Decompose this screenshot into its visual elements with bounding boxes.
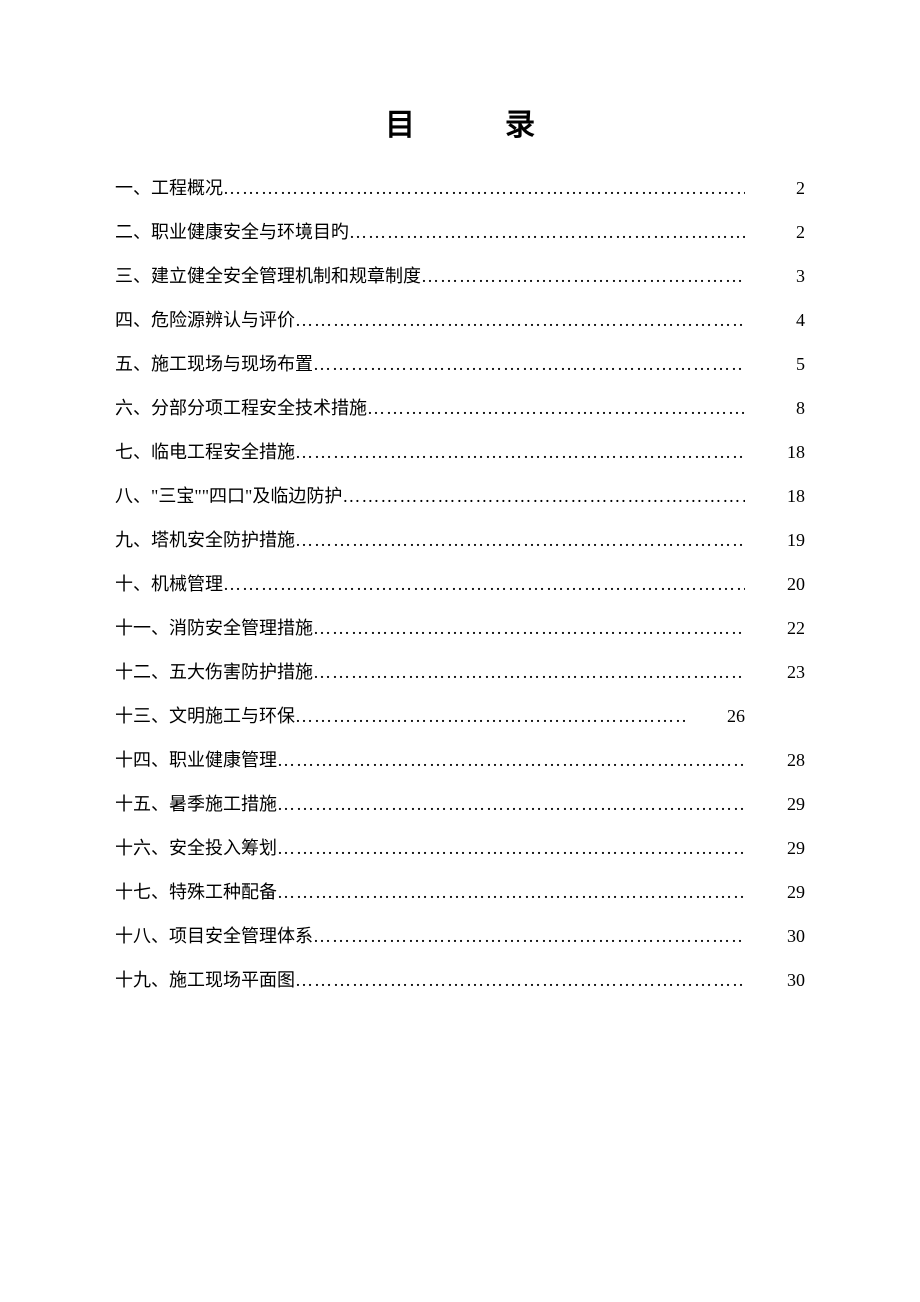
toc-entry-label: 十六、安全投入筹划 <box>115 834 277 860</box>
toc-leader-dots: …………………………………………………………………………………………………………… <box>277 838 745 859</box>
toc-entry-label: 七、临电工程安全措施 <box>115 438 295 464</box>
toc-row: 十六、安全投入筹划…………………………………………………………………………………… <box>115 834 805 878</box>
toc-leader-dots: …………………………………………………………………………………………………………… <box>295 310 745 331</box>
toc-leader-dots: …………………………………………………………………………………………………………… <box>277 794 745 815</box>
toc-page-number: 2 <box>745 178 805 199</box>
toc-page-number: 29 <box>745 794 805 815</box>
toc-page-number: 30 <box>745 970 805 991</box>
toc-entry-label: 十三、文明施工与环保 <box>115 702 295 728</box>
toc-entry-label: 十九、施工现场平面图 <box>115 966 295 992</box>
toc-entry-label: 三、建立健全安全管理机制和规章制度 <box>115 262 421 288</box>
toc-entry-label: 一、工程概况 <box>115 174 223 200</box>
toc-leader-dots: …………………………………………………………………………………………………………… <box>223 574 745 595</box>
toc-page-number: 4 <box>745 310 805 331</box>
toc-row: 九、塔机安全防护措施………………………………………………………………………………… <box>115 526 805 570</box>
toc-page-number: 8 <box>745 398 805 419</box>
toc-title: 目 录 <box>115 100 805 144</box>
toc-entry-label: 十四、职业健康管理 <box>115 746 277 772</box>
toc-row: 十二、五大伤害防护措施……………………………………………………………………………… <box>115 658 805 702</box>
toc-row: 十三、文明施工与环保………………………………………………………………………………… <box>115 702 805 746</box>
toc-entry-label: 十、机械管理 <box>115 570 223 596</box>
toc-entry-label: 十一、消防安全管理措施 <box>115 614 313 640</box>
toc-row: 十八、项目安全管理体系……………………………………………………………………………… <box>115 922 805 966</box>
toc-entry-label: 四、危险源辨认与评价 <box>115 306 295 332</box>
toc-page-number: 19 <box>745 530 805 551</box>
toc-leader-dots: …………………………………………………………………………………………………………… <box>277 750 745 771</box>
toc-page-number: 18 <box>745 486 805 507</box>
toc-row: 一、工程概况…………………………………………………………………………………………… <box>115 174 805 218</box>
toc-row: 十九、施工现场平面图………………………………………………………………………………… <box>115 966 805 1010</box>
toc-leader-dots: …………………………………………………………………………………………………………… <box>223 178 745 199</box>
toc-page-number: 29 <box>745 838 805 859</box>
toc-page-number: 30 <box>745 926 805 947</box>
toc-leader-dots: …………………………………………………………………………………………………………… <box>295 706 685 727</box>
toc-page-number: 28 <box>745 750 805 771</box>
toc-entry-label: 九、塔机安全防护措施 <box>115 526 295 552</box>
toc-page-number: 26 <box>715 706 745 727</box>
toc-entry-label: 十七、特殊工种配备 <box>115 878 277 904</box>
toc-row: 十一、消防安全管理措施……………………………………………………………………………… <box>115 614 805 658</box>
toc-leader-dots: …………………………………………………………………………………………………………… <box>313 618 745 639</box>
toc-leader-dots: …………………………………………………………………………………………………………… <box>295 970 745 991</box>
toc-page-number: 29 <box>745 882 805 903</box>
toc-row: 十五、暑季施工措施…………………………………………………………………………………… <box>115 790 805 834</box>
toc-leader-dots: …………………………………………………………………………………………………………… <box>277 882 745 903</box>
toc-leader-dots: …………………………………………………………………………………………………………… <box>342 486 745 507</box>
toc-page-number: 18 <box>745 442 805 463</box>
toc-page-number: 23 <box>745 662 805 683</box>
toc-leader-dots: …………………………………………………………………………………………………………… <box>295 442 745 463</box>
toc-row: 十四、职业健康管理…………………………………………………………………………………… <box>115 746 805 790</box>
toc-leader-dots: …………………………………………………………………………………………………………… <box>421 266 745 287</box>
toc-row: 四、危险源辨认与评价………………………………………………………………………………… <box>115 306 805 350</box>
toc-row: 二、职业健康安全与环境目旳………………………………………………………………………… <box>115 218 805 262</box>
toc-row: 五、施工现场与现场布置……………………………………………………………………………… <box>115 350 805 394</box>
toc-container: 一、工程概况…………………………………………………………………………………………… <box>115 174 805 1010</box>
toc-entry-label: 十二、五大伤害防护措施 <box>115 658 313 684</box>
toc-entry-label: 二、职业健康安全与环境目旳 <box>115 218 349 244</box>
toc-leader-dots: …………………………………………………………………………………………………………… <box>313 926 745 947</box>
toc-row: 八、"三宝""四口"及临边防护…………………………………………………………………… <box>115 482 805 526</box>
toc-leader-dots: …………………………………………………………………………………………………………… <box>313 662 745 683</box>
toc-row: 十、机械管理…………………………………………………………………………………………… <box>115 570 805 614</box>
toc-leader-dots: …………………………………………………………………………………………………………… <box>349 222 745 243</box>
toc-page-number: 20 <box>745 574 805 595</box>
toc-page-number: 5 <box>745 354 805 375</box>
toc-row: 三、建立健全安全管理机制和规章制度……………………………………………………………… <box>115 262 805 306</box>
toc-entry-label: 十八、项目安全管理体系 <box>115 922 313 948</box>
toc-page-number: 2 <box>745 222 805 243</box>
toc-page-number: 3 <box>745 266 805 287</box>
toc-row: 十七、特殊工种配备…………………………………………………………………………………… <box>115 878 805 922</box>
toc-entry-label: 十五、暑季施工措施 <box>115 790 277 816</box>
toc-page-number: 22 <box>745 618 805 639</box>
toc-entry-label: 八、"三宝""四口"及临边防护 <box>115 482 342 508</box>
toc-row: 六、分部分项工程安全技术措施……………………………………………………………………… <box>115 394 805 438</box>
toc-entry-label: 五、施工现场与现场布置 <box>115 350 313 376</box>
toc-row: 七、临电工程安全措施………………………………………………………………………………… <box>115 438 805 482</box>
toc-entry-label: 六、分部分项工程安全技术措施 <box>115 394 367 420</box>
toc-leader-dots: …………………………………………………………………………………………………………… <box>295 530 745 551</box>
toc-leader-dots: …………………………………………………………………………………………………………… <box>367 398 745 419</box>
toc-leader-dots: …………………………………………………………………………………………………………… <box>313 354 745 375</box>
